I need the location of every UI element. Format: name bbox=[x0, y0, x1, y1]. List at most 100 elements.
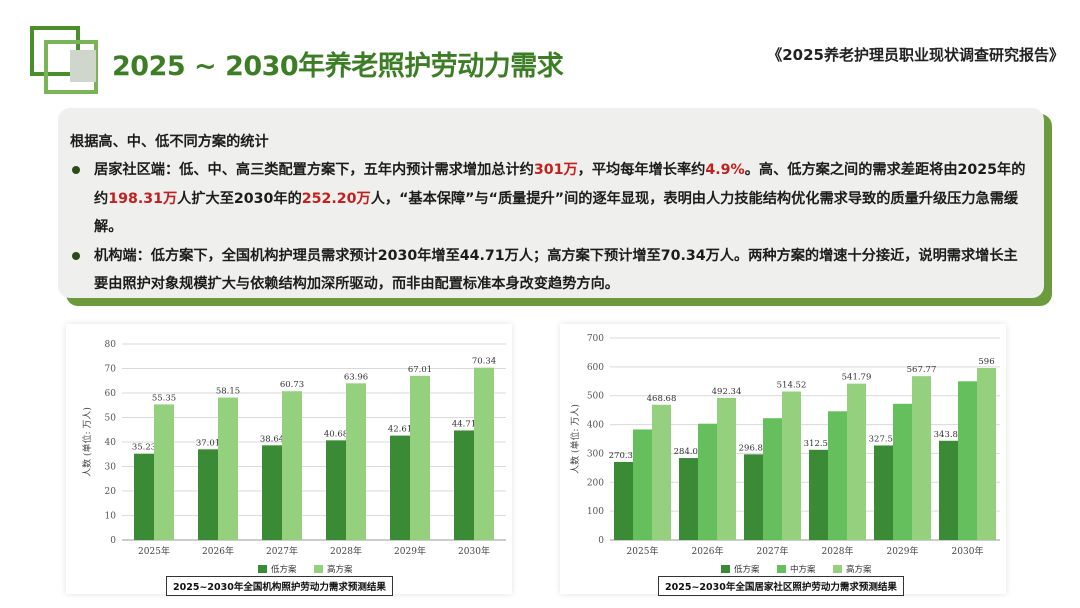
data-label: 343.84 bbox=[934, 430, 964, 440]
home-text-3: 。高、低方案之间的需求差距将由2025年的约 bbox=[94, 162, 1026, 207]
logo-block bbox=[70, 50, 96, 82]
y-tick-label: 600 bbox=[587, 363, 604, 373]
y-tick-label: 300 bbox=[587, 449, 604, 459]
home-text-4: 人扩大至2030年的 bbox=[177, 190, 302, 207]
x-tick-label: 2028年 bbox=[330, 545, 362, 557]
legend-swatch bbox=[833, 565, 842, 573]
y-tick-label: 100 bbox=[587, 507, 604, 517]
bar-高方案 bbox=[912, 376, 931, 540]
data-label: 567.77 bbox=[907, 365, 937, 375]
bar-低方案 bbox=[614, 461, 633, 540]
x-tick-label: 2028年 bbox=[822, 545, 854, 557]
y-tick-label: 80 bbox=[105, 340, 117, 350]
bar-低方案 bbox=[134, 453, 154, 540]
home-highlight-gap-2030: 252.20万 bbox=[301, 190, 371, 207]
home-highlight-total: 301万 bbox=[533, 162, 578, 179]
home-text-2: ，平均每年增长率约 bbox=[577, 162, 706, 179]
bar-高方案 bbox=[282, 391, 302, 540]
bar-中方案 bbox=[828, 411, 847, 540]
y-tick-label: 0 bbox=[598, 536, 604, 546]
x-tick-label: 2029年 bbox=[887, 545, 919, 557]
data-label: 514.52 bbox=[777, 381, 807, 391]
bar-高方案 bbox=[154, 404, 174, 540]
x-tick-label: 2027年 bbox=[757, 545, 789, 557]
legend-label: 高方案 bbox=[327, 564, 353, 575]
y-tick-label: 60 bbox=[105, 389, 117, 399]
bar-高方案 bbox=[847, 383, 866, 540]
logo-square-inner bbox=[44, 40, 98, 94]
data-label: 35.23 bbox=[132, 443, 156, 453]
data-label: 296.82 bbox=[739, 443, 769, 453]
x-tick-label: 2030年 bbox=[952, 545, 984, 557]
bar-中方案 bbox=[893, 403, 912, 540]
bullet-dot-icon bbox=[72, 166, 80, 175]
data-label: 55.35 bbox=[152, 393, 176, 403]
bar-高方案 bbox=[717, 397, 736, 540]
legend-label: 低方案 bbox=[271, 564, 297, 575]
data-label: 596 bbox=[978, 357, 994, 367]
bar-低方案 bbox=[390, 435, 410, 540]
chart-home-community-caption: 2025~2030年全国居家社区照护劳动力需求预测结果 bbox=[658, 576, 904, 596]
bar-中方案 bbox=[633, 429, 652, 540]
x-tick-label: 2026年 bbox=[692, 545, 724, 557]
chart-institution-caption: 2025~2030年全国机构照护劳动力需求预测结果 bbox=[166, 576, 393, 596]
y-tick-label: 700 bbox=[587, 334, 604, 344]
bar-低方案 bbox=[326, 440, 346, 540]
page-title: 2025 ~ 2030年养老照护劳动力需求 bbox=[112, 51, 564, 82]
bar-低方案 bbox=[874, 445, 893, 540]
data-label: 38.64 bbox=[260, 434, 284, 444]
y-tick-label: 50 bbox=[105, 414, 117, 424]
data-label: 327.55 bbox=[869, 434, 899, 444]
data-label: 284.02 bbox=[674, 447, 704, 457]
data-label: 44.71 bbox=[452, 419, 476, 429]
home-text-1: 居家社区端：低、中、高三类配置方案下，五年内预计需求增加总计约 bbox=[94, 162, 534, 179]
summary-box: 根据高、中、低不同方案的统计 居家社区端：低、中、高三类配置方案下，五年内预计需… bbox=[58, 108, 1044, 298]
x-tick-label: 2027年 bbox=[266, 545, 298, 557]
legend-label: 高方案 bbox=[846, 564, 872, 575]
bar-高方案 bbox=[346, 383, 366, 540]
data-label: 60.73 bbox=[280, 380, 304, 390]
data-label: 270.37 bbox=[609, 451, 639, 461]
bar-中方案 bbox=[698, 423, 717, 540]
x-tick-label: 2026年 bbox=[202, 545, 234, 557]
y-axis-label: 人数 (单位: 万人) bbox=[81, 407, 93, 477]
institution-text: 机构端：低方案下，全国机构护理员需求预计2030年增至44.71万人；高方案下预… bbox=[94, 247, 1018, 293]
data-label: 70.34 bbox=[472, 357, 496, 367]
legend-swatch bbox=[721, 565, 730, 573]
bar-低方案 bbox=[679, 458, 698, 540]
data-label: 58.15 bbox=[216, 387, 240, 397]
bar-高方案 bbox=[410, 375, 430, 540]
y-tick-label: 40 bbox=[105, 438, 117, 448]
bar-低方案 bbox=[939, 440, 958, 540]
data-label: 67.01 bbox=[408, 365, 432, 375]
data-label: 37.01 bbox=[196, 438, 220, 448]
bar-低方案 bbox=[744, 454, 763, 540]
home-text-5: 人，“基本保障”与“质量提升”间的逐年显现，表明由人力技能结构优化需求导致的质量… bbox=[94, 190, 1019, 236]
bar-中方案 bbox=[958, 381, 977, 540]
summary-bullet-home: 居家社区端：低、中、高三类配置方案下，五年内预计需求增加总计约301万，平均每年… bbox=[70, 156, 1030, 241]
data-label: 63.96 bbox=[344, 372, 368, 382]
chart-institution: 0 10 20 30 40 50 60 70 80 人数 (单位: 万人) 2025年 35.23 55… bbox=[66, 324, 512, 596]
bar-高方案 bbox=[652, 404, 671, 540]
report-name: 《2025养老护理员职业现状调查研究报告》 bbox=[767, 46, 1064, 64]
summary-intro: 根据高、中、低不同方案的统计 bbox=[70, 134, 269, 150]
legend-swatch bbox=[314, 565, 323, 573]
chart-home-community: 0 100 200 300 400 500 600 700 人数 (单位: 万人) 2025年 27… bbox=[560, 324, 1006, 596]
legend-swatch bbox=[777, 565, 786, 573]
x-tick-label: 2025年 bbox=[627, 545, 659, 557]
y-tick-label: 200 bbox=[587, 478, 604, 488]
home-highlight-rate: 4.9% bbox=[705, 162, 745, 179]
x-tick-label: 2030年 bbox=[458, 545, 490, 557]
summary-bullet-institution: 机构端：低方案下，全国机构护理员需求预计2030年增至44.71万人；高方案下预… bbox=[70, 242, 1030, 299]
bar-低方案 bbox=[262, 445, 282, 540]
x-tick-label: 2029年 bbox=[394, 545, 426, 557]
bullet-dot-icon bbox=[72, 251, 80, 260]
data-label: 541.79 bbox=[842, 373, 872, 383]
legend-swatch bbox=[258, 565, 267, 573]
legend-label: 低方案 bbox=[734, 564, 760, 575]
data-label: 468.68 bbox=[647, 394, 677, 404]
y-tick-label: 10 bbox=[105, 512, 117, 522]
data-label: 492.34 bbox=[712, 387, 742, 397]
y-tick-label: 500 bbox=[587, 392, 604, 402]
y-tick-label: 70 bbox=[105, 365, 117, 375]
